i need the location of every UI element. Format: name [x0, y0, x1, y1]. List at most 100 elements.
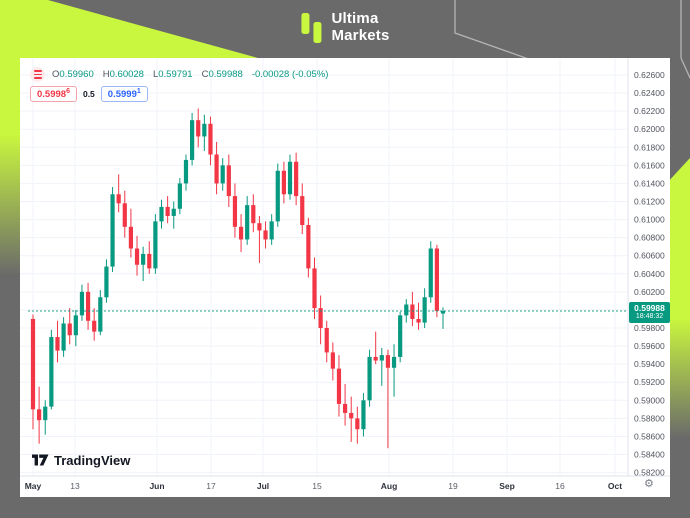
candle-body	[183, 159, 189, 184]
candle-body	[177, 183, 182, 209]
candle-body	[391, 356, 397, 368]
candle-body	[300, 196, 305, 225]
time-axis-label: May	[25, 481, 42, 491]
candle-body	[98, 297, 103, 332]
chart-widget: 0.62600 0.62400 0.62200 0.62000 0.61800 0.616…	[20, 58, 670, 497]
candle-body	[434, 248, 439, 311]
candle-body	[190, 120, 195, 160]
candle-body	[318, 308, 323, 329]
tradingview-attribution[interactable]: TradingView	[32, 453, 130, 468]
bid-ask-panel: 0.59986 0.5 0.59991	[30, 86, 148, 103]
time-axis-label: 19	[448, 481, 458, 491]
brand-line1: Ultima	[331, 10, 379, 27]
candle-body	[153, 221, 158, 269]
candle-body	[165, 206, 170, 216]
legend-menu-button[interactable]	[30, 67, 45, 82]
candle-body	[134, 248, 140, 265]
candle-body	[104, 266, 109, 298]
time-axis-label: 13	[70, 481, 80, 491]
tradingview-label: TradingView	[54, 453, 131, 468]
candle-body	[373, 356, 378, 361]
candle-body	[92, 320, 97, 332]
price-axis-label: 0.58600	[634, 431, 665, 441]
price-axis-label: 0.58800	[634, 413, 665, 423]
brand-line2: Markets	[331, 26, 390, 44]
time-axis-label: Jun	[149, 481, 164, 491]
price-axis-label: 0.60200	[634, 287, 665, 297]
candle-body	[73, 315, 78, 336]
candle-body	[422, 297, 427, 323]
candle-body	[55, 337, 60, 351]
candle-body	[196, 120, 201, 137]
price-axis-label: 0.61200	[634, 197, 665, 207]
candle-body	[355, 418, 360, 430]
price-axis-label: 0.62600	[634, 70, 665, 80]
price-axis-label: 0.62000	[634, 124, 665, 134]
price-axis-label: 0.59200	[634, 377, 665, 387]
candle-body	[79, 291, 85, 316]
chart-settings-button[interactable]: ⚙	[644, 477, 654, 490]
time-axis-label: Sep	[499, 481, 515, 491]
countdown-timer: 18:48:32	[635, 312, 664, 320]
spread-value: 0.5	[82, 89, 95, 100]
time-axis-label: 17	[206, 481, 216, 491]
candle-body	[208, 123, 213, 155]
current-price-label: 0.59988 18:48:32	[629, 302, 670, 323]
time-axis-label: 15	[312, 481, 322, 491]
price-axis-label: 0.60400	[634, 269, 665, 279]
time-axis-label: Oct	[608, 481, 622, 491]
ask-button[interactable]: 0.59991	[100, 86, 148, 103]
bid-button[interactable]: 0.59986	[30, 86, 77, 103]
candle-body	[251, 205, 256, 224]
time-axis-label: 16	[555, 481, 565, 491]
candle-body	[336, 368, 342, 404]
candle-body	[61, 323, 66, 351]
candle-body	[116, 194, 121, 204]
candle-body	[85, 291, 91, 321]
candle-body	[410, 304, 415, 319]
candle-body	[226, 165, 231, 197]
candle-body	[367, 356, 372, 401]
candle-body	[159, 206, 164, 222]
candle-body	[171, 208, 176, 216]
current-price: 0.59988	[634, 302, 665, 313]
chart-canvas[interactable]: 0.62600 0.62400 0.62200 0.62000 0.61800 0.616…	[20, 58, 670, 497]
ohlc-legend: O0.59960 H0.60028 L0.59791 C0.59988 -0.0…	[30, 67, 328, 82]
gear-icon: ⚙	[644, 478, 654, 490]
candle-body	[330, 352, 335, 369]
price-axis-label: 0.61000	[634, 215, 665, 225]
candle-body	[245, 205, 250, 240]
price-axis-label: 0.61800	[634, 142, 665, 152]
candle-body	[312, 268, 317, 309]
ohlc-low: L0.59791	[152, 69, 193, 80]
candle-body	[440, 311, 446, 314]
candle-body	[141, 253, 146, 265]
candle-body	[349, 412, 354, 419]
candle-body	[416, 318, 421, 323]
candle-body	[269, 221, 274, 240]
candle-body	[281, 170, 286, 195]
candle-body	[398, 315, 403, 357]
price-axis-label: 0.60800	[634, 233, 665, 243]
candle-body	[379, 355, 384, 361]
candle-body	[257, 223, 262, 231]
price-axis-label: 0.61600	[634, 160, 665, 170]
price-axis-label: 0.62400	[634, 88, 665, 98]
candle-body	[220, 165, 225, 184]
ohlc-close: C0.59988	[201, 69, 243, 80]
candle-body	[404, 304, 409, 316]
brand-logo[interactable]: Ultima Markets	[300, 10, 390, 44]
price-axis-label: 0.58400	[634, 450, 665, 460]
candle-body	[385, 355, 391, 368]
candle-body	[214, 154, 219, 184]
price-axis-label: 0.59400	[634, 359, 665, 369]
price-axis-label: 0.59000	[634, 395, 665, 405]
price-axis-label: 0.58200	[634, 468, 665, 478]
lime-wedge-right	[666, 158, 690, 450]
tradingview-icon	[32, 454, 49, 466]
ohlc-open: O0.59960	[52, 69, 94, 80]
candle-body	[147, 253, 152, 269]
candle-body	[287, 161, 293, 195]
hexagon-outline-decoration	[454, 0, 690, 79]
candle-body	[202, 123, 207, 137]
